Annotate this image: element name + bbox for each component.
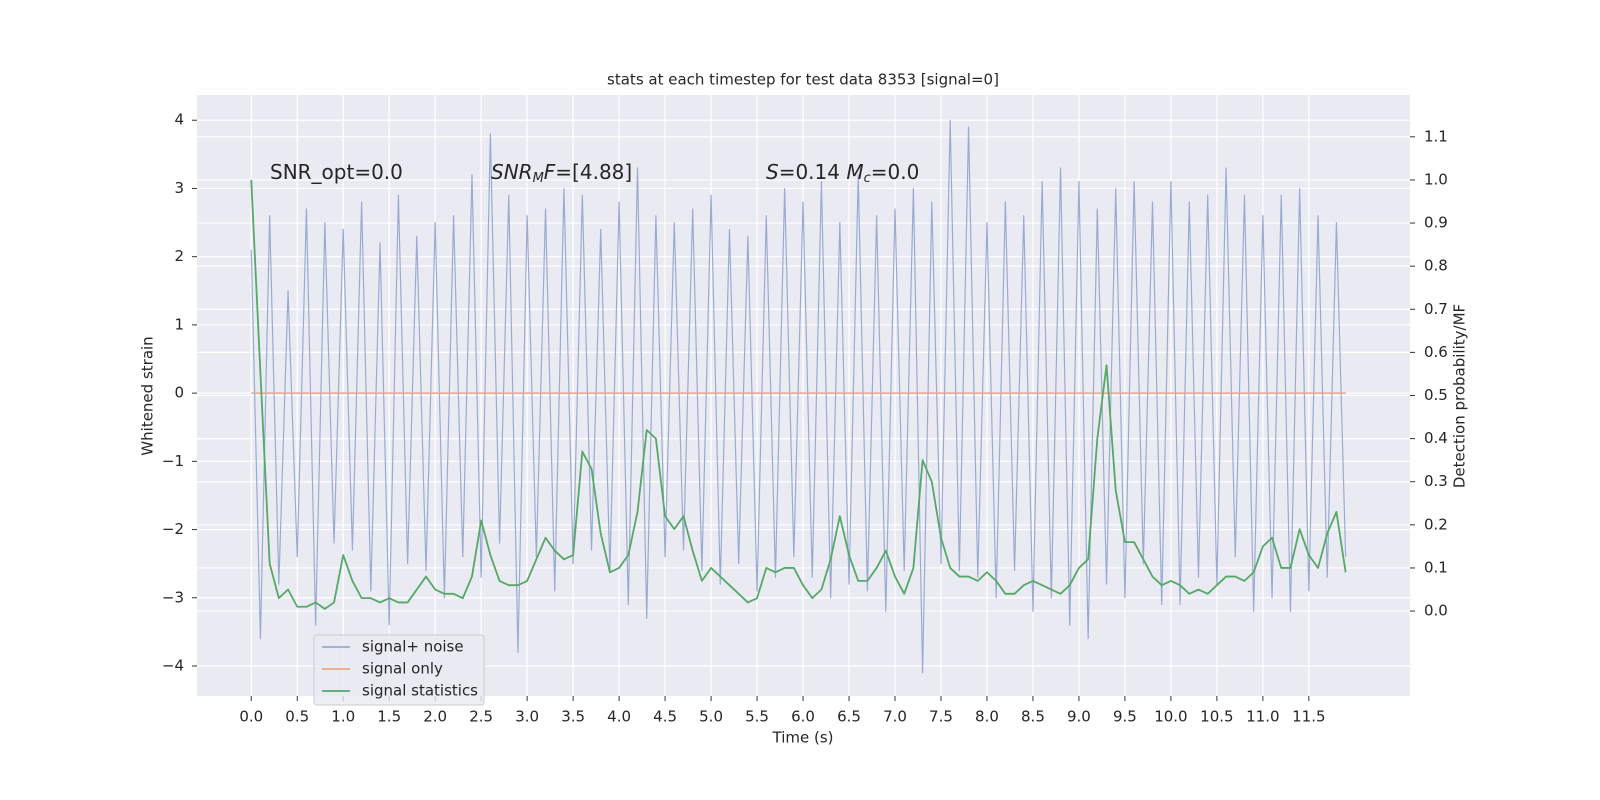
legend: signal+ noise signal only signal statistic… bbox=[313, 634, 485, 706]
y-tick-label: −3 bbox=[162, 588, 184, 606]
annotation-part: c bbox=[864, 171, 871, 186]
x-tick-label: 3.5 bbox=[561, 708, 585, 726]
chart-title: stats at each timestep for test data 835… bbox=[607, 71, 999, 89]
x-tick-label: 7.5 bbox=[929, 708, 953, 726]
y-tick-label: −2 bbox=[162, 520, 184, 538]
x-tick-label: 4.5 bbox=[653, 708, 677, 726]
series-line bbox=[250, 179, 1347, 610]
x-axis-label: Time (s) bbox=[772, 729, 834, 747]
x-tick-label: 0.0 bbox=[239, 708, 263, 726]
annotation-part: F bbox=[544, 160, 556, 184]
x-tick-label: 8.0 bbox=[975, 708, 999, 726]
annotation: SNRMF=[4.88] bbox=[491, 160, 632, 186]
y-tick-label: 2 bbox=[174, 247, 184, 265]
x-tick-label: 6.0 bbox=[791, 708, 815, 726]
annotation-part: M bbox=[846, 160, 863, 184]
x-tick-label: 0.5 bbox=[285, 708, 309, 726]
y-tick-label: −1 bbox=[162, 452, 184, 470]
y-tick-label: 1 bbox=[174, 315, 184, 333]
y2-tick-label: 0.0 bbox=[1424, 602, 1448, 620]
annotation: S=0.14 Mc=0.0 bbox=[766, 160, 919, 186]
legend-label: signal statistics bbox=[362, 682, 478, 700]
legend-box bbox=[313, 634, 485, 706]
y2-tick-label: 0.7 bbox=[1424, 300, 1448, 318]
y-axis-label: Whitened strain bbox=[139, 336, 157, 455]
y2-tick-label: 0.4 bbox=[1424, 429, 1448, 447]
y2-tick-label: 0.9 bbox=[1424, 214, 1448, 232]
annotation-part: M bbox=[533, 171, 544, 186]
x-tick-label: 6.5 bbox=[837, 708, 861, 726]
x-tick-label: 9.5 bbox=[1113, 708, 1137, 726]
x-tick-label: 2.0 bbox=[423, 708, 447, 726]
x-tick-label: 2.5 bbox=[469, 708, 493, 726]
x-tick-label: 9.0 bbox=[1067, 708, 1091, 726]
y2-axis-label: Detection probability/MF bbox=[1451, 304, 1469, 488]
y2-tick-label: 1.0 bbox=[1424, 170, 1448, 188]
y-tick-label: −4 bbox=[162, 656, 184, 674]
y2-tick-label: 0.8 bbox=[1424, 257, 1448, 275]
series-line bbox=[250, 119, 1347, 674]
y2-tick-label: 0.2 bbox=[1424, 515, 1448, 533]
annotation-part: =0.0 bbox=[871, 160, 920, 184]
y-tick-label: 4 bbox=[174, 111, 184, 129]
x-tick-label: 3.0 bbox=[515, 708, 539, 726]
y2-tick-label: 0.1 bbox=[1424, 558, 1448, 576]
y2-tick-label: 0.6 bbox=[1424, 343, 1448, 361]
annotation: SNR_opt=0.0 bbox=[270, 160, 403, 184]
x-tick-label: 4.0 bbox=[607, 708, 631, 726]
annotation-part: =[4.88] bbox=[555, 160, 632, 184]
annotation-part: SNR bbox=[491, 160, 533, 184]
x-tick-label: 7.0 bbox=[883, 708, 907, 726]
x-tick-label: 10.5 bbox=[1200, 708, 1233, 726]
y2-tick-label: 0.3 bbox=[1424, 472, 1448, 490]
x-tick-label: 5.0 bbox=[699, 708, 723, 726]
annotation-part: S bbox=[766, 160, 779, 184]
x-tick-label: 1.0 bbox=[331, 708, 355, 726]
y-tick-label: 0 bbox=[174, 384, 184, 402]
y-tick-label: 3 bbox=[174, 179, 184, 197]
x-tick-label: 5.5 bbox=[745, 708, 769, 726]
x-tick-label: 11.0 bbox=[1246, 708, 1279, 726]
x-tick-label: 1.5 bbox=[377, 708, 401, 726]
y2-tick-label: 0.5 bbox=[1424, 386, 1448, 404]
x-tick-label: 8.5 bbox=[1021, 708, 1045, 726]
x-tick-label: 10.0 bbox=[1154, 708, 1187, 726]
annotation-part: SNR_opt=0.0 bbox=[270, 160, 403, 184]
x-tick-label: 11.5 bbox=[1292, 708, 1325, 726]
annotation-part: =0.14 bbox=[779, 160, 847, 184]
y2-tick-label: 1.1 bbox=[1424, 127, 1448, 145]
legend-label: signal only bbox=[362, 660, 443, 678]
legend-label: signal+ noise bbox=[362, 638, 464, 656]
